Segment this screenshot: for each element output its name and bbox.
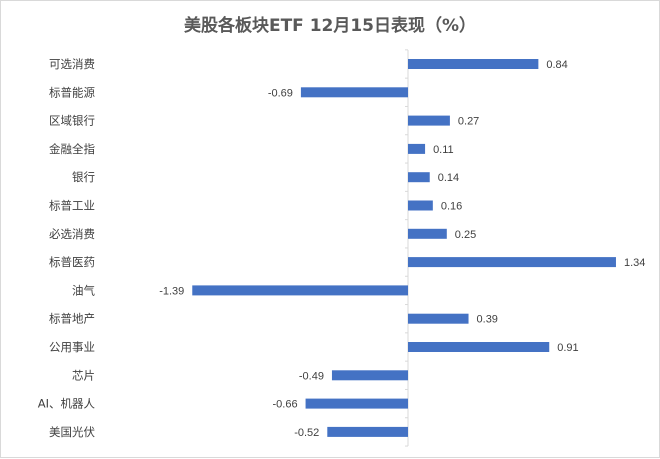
category-label: 标普能源 bbox=[49, 85, 95, 99]
category-label: 可选消费 bbox=[49, 57, 95, 71]
bar bbox=[408, 313, 469, 324]
category-label: 芯片 bbox=[72, 368, 95, 382]
bar bbox=[408, 115, 450, 126]
bar bbox=[300, 87, 408, 98]
data-label: 0.16 bbox=[441, 201, 462, 213]
data-label: -0.69 bbox=[268, 87, 293, 99]
bar bbox=[408, 342, 550, 352]
data-label: 0.91 bbox=[557, 342, 578, 354]
category-label: 标普地产 bbox=[49, 312, 95, 326]
bar bbox=[408, 172, 430, 183]
category-label: 金融全指 bbox=[49, 142, 95, 156]
category-label: 必选消费 bbox=[49, 227, 95, 241]
bar bbox=[408, 143, 426, 154]
category-label: 标普工业 bbox=[49, 199, 95, 213]
data-label: -0.49 bbox=[299, 370, 324, 382]
data-label: 0.25 bbox=[455, 229, 476, 241]
data-label: 0.14 bbox=[438, 172, 459, 184]
data-label: 0.11 bbox=[433, 144, 454, 156]
category-label: 美国光伏 bbox=[49, 425, 95, 439]
data-label: -0.52 bbox=[294, 427, 319, 439]
bar bbox=[192, 285, 408, 296]
bar bbox=[408, 59, 539, 69]
data-label: 0.27 bbox=[458, 116, 479, 128]
bar bbox=[408, 200, 433, 211]
category-label: 区域银行 bbox=[49, 114, 95, 128]
bar bbox=[408, 228, 447, 239]
bar bbox=[327, 426, 408, 437]
chart-title: 美股各板块ETF 12月15日表现（%） bbox=[183, 16, 477, 36]
category-label: 标普医药 bbox=[49, 255, 95, 269]
bar bbox=[305, 398, 408, 409]
data-label: -1.39 bbox=[159, 285, 184, 297]
data-label: 0.39 bbox=[477, 314, 498, 326]
data-label: 0.84 bbox=[546, 59, 567, 71]
category-label: 银行 bbox=[72, 170, 95, 184]
category-label: 油气 bbox=[72, 283, 95, 297]
bar bbox=[408, 257, 616, 268]
data-label: -0.66 bbox=[272, 399, 297, 411]
data-label: 1.34 bbox=[624, 257, 645, 269]
bar bbox=[331, 370, 408, 381]
category-label: 公用事业 bbox=[49, 340, 95, 354]
category-label: AI、机器人 bbox=[38, 397, 96, 411]
